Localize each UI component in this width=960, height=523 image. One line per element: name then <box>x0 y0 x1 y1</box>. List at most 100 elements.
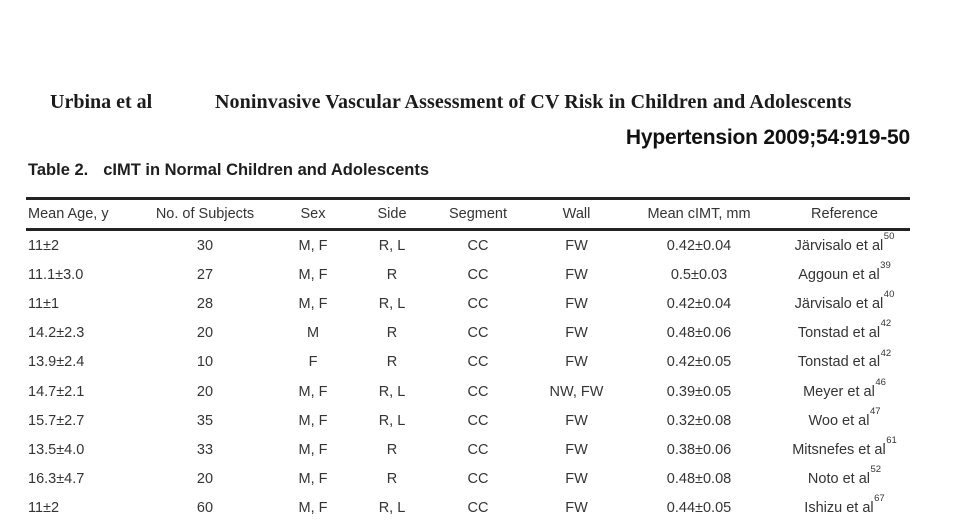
mean-cimt-cell: 0.42±0.05 <box>666 354 732 371</box>
reference-author-text: Meyer et al <box>803 383 875 400</box>
subjects-cell: 10 <box>196 354 214 371</box>
reference-number-superscript: 42 <box>880 347 892 359</box>
wall-cell: FW <box>565 354 588 371</box>
table-row: 11±1 28 M, F R, L CC FW 0.42±0.04 Järvisalo et … <box>26 289 910 318</box>
sex-cell: M, F <box>298 500 328 517</box>
side-cell: R <box>386 325 398 342</box>
column-header: Wall <box>534 198 619 231</box>
reference-cell: Meyer et al46 <box>779 377 910 406</box>
segment-cell: CC <box>467 237 489 254</box>
reference-cell: Tonstad et al42 <box>779 348 910 377</box>
sex-cell: F <box>308 354 318 371</box>
sex-cell: M, F <box>298 295 328 312</box>
reference-author-text: Tonstad et al <box>797 325 881 342</box>
wall-cell: FW <box>565 295 588 312</box>
column-header: Sex <box>264 198 362 231</box>
reference-cell: Woo et al47 <box>779 406 910 435</box>
table-row: 16.3±4.7 20 M, F R CC FW 0.48±0.08 Noto et al52 <box>26 465 910 494</box>
cimt-table: Mean Age, y No. of Subjects Sex Side Segment… <box>26 197 910 523</box>
sex-cell: M, F <box>298 412 328 429</box>
mean-age-cell: 11±1 <box>28 295 60 312</box>
segment-cell: CC <box>467 295 489 312</box>
sex-cell: M, F <box>298 266 328 283</box>
table-header-row: Mean Age, y No. of Subjects Sex Side Segment… <box>26 198 910 231</box>
reference-cell: Noto et al52 <box>779 465 910 494</box>
side-cell: R, L <box>378 295 406 312</box>
mean-age-cell: 11±2 <box>28 500 60 517</box>
side-cell: R <box>386 441 398 458</box>
mean-cimt-cell: 0.42±0.04 <box>666 295 732 312</box>
segment-cell: CC <box>467 471 489 488</box>
reference-number-superscript: 42 <box>880 318 892 330</box>
running-author: Urbina et al <box>50 91 153 113</box>
sex-cell: M, F <box>298 383 328 400</box>
citation-annotation: Hypertension 2009;54:919-50 <box>625 126 910 149</box>
side-cell: R, L <box>378 237 406 254</box>
table-caption: Table 2. cIMT in Normal Children and Adol… <box>28 161 429 180</box>
subjects-cell: 27 <box>196 266 214 283</box>
reference-cell: Ishizu et al67 <box>779 494 910 523</box>
mean-cimt-cell: 0.48±0.08 <box>666 471 732 488</box>
reference-author-text: Ishizu et al <box>804 500 874 517</box>
side-cell: R <box>386 471 398 488</box>
subjects-cell: 30 <box>196 237 214 254</box>
column-header: Segment <box>422 198 534 231</box>
running-title: Noninvasive Vascular Assessment of CV Ri… <box>215 91 852 113</box>
subjects-cell: 28 <box>196 295 214 312</box>
running-head: Urbina et al Noninvasive Vascular Assess… <box>0 91 960 115</box>
wall-cell: FW <box>565 500 588 517</box>
side-cell: R, L <box>378 412 406 429</box>
reference-author-text: Järvisalo et al <box>794 295 884 312</box>
subjects-cell: 60 <box>196 500 214 517</box>
column-header: Reference <box>779 198 910 231</box>
column-header: Mean cIMT, mm <box>619 198 779 231</box>
subjects-cell: 20 <box>196 325 214 342</box>
mean-age-cell: 13.9±2.4 <box>28 354 85 371</box>
sex-cell: M, F <box>298 441 328 458</box>
reference-author-text: Noto et al <box>807 471 870 488</box>
reference-number-superscript: 52 <box>870 464 882 476</box>
reference-cell: Aggoun et al39 <box>779 260 910 289</box>
reference-author-text: Woo et al <box>808 412 870 429</box>
mean-cimt-cell: 0.48±0.06 <box>666 325 732 342</box>
table-row: 13.9±2.4 10 F R CC FW 0.42±0.05 Tonstad et al42 <box>26 348 910 377</box>
reference-author-text: Tonstad et al <box>797 354 881 371</box>
reference-author-text: Aggoun et al <box>798 266 880 283</box>
reference-number-superscript: 50 <box>883 230 895 242</box>
segment-cell: CC <box>467 266 489 283</box>
table-row: 11±2 60 M, F R, L CC FW 0.44±0.05 Ishizu et al6… <box>26 494 910 523</box>
side-cell: R, L <box>378 500 406 517</box>
wall-cell: FW <box>565 441 588 458</box>
subjects-cell: 20 <box>196 471 214 488</box>
mean-age-cell: 16.3±4.7 <box>28 471 85 488</box>
mean-cimt-cell: 0.44±0.05 <box>666 500 732 517</box>
table-row: 11±2 30 M, F R, L CC FW 0.42±0.04 Järvisalo et … <box>26 230 910 261</box>
mean-cimt-cell: 0.39±0.05 <box>666 383 732 400</box>
segment-cell: CC <box>467 500 489 517</box>
mean-age-cell: 11.1±3.0 <box>28 266 84 283</box>
subjects-cell: 33 <box>196 441 214 458</box>
wall-cell: FW <box>565 325 588 342</box>
column-header: Mean Age, y <box>26 198 146 231</box>
table-row: 14.2±2.3 20 M R CC FW 0.48±0.06 Tonstad et al42 <box>26 319 910 348</box>
reference-cell: Järvisalo et al50 <box>779 230 910 261</box>
mean-age-cell: 14.2±2.3 <box>28 325 85 342</box>
mean-cimt-cell: 0.5±0.03 <box>670 266 728 283</box>
reference-number-superscript: 39 <box>880 259 891 271</box>
side-cell: R, L <box>378 383 406 400</box>
sex-cell: M, F <box>298 471 328 488</box>
wall-cell: FW <box>565 471 588 488</box>
side-cell: R <box>386 354 398 371</box>
journal-page: Urbina et al Noninvasive Vascular Assess… <box>0 91 960 517</box>
wall-cell: FW <box>565 412 588 429</box>
table-label: Table 2. <box>28 161 89 179</box>
wall-cell: FW <box>565 237 588 254</box>
reference-number-superscript: 67 <box>874 493 885 505</box>
table-row: 13.5±4.0 33 M, F R CC FW 0.38±0.06 Mitsnefes et… <box>26 435 910 464</box>
table-row: 14.7±2.1 20 M, F R, L CC NW, FW 0.39±0.05 Meyer… <box>26 377 910 406</box>
wall-cell: NW, FW <box>549 383 604 400</box>
mean-cimt-cell: 0.38±0.06 <box>666 441 732 458</box>
reference-number-superscript: 46 <box>875 376 886 388</box>
wall-cell: FW <box>565 266 588 283</box>
segment-cell: CC <box>467 441 489 458</box>
